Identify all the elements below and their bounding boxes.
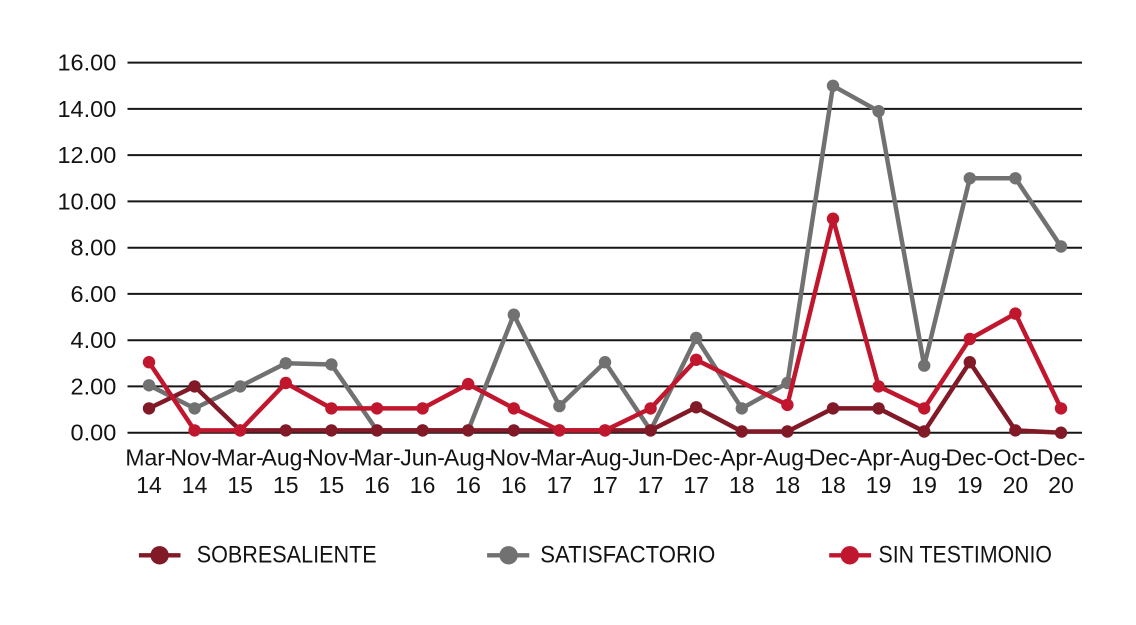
svg-text:20: 20 [1003,472,1029,498]
svg-text:15: 15 [227,472,253,498]
svg-text:18: 18 [729,472,755,498]
svg-text:Aug-: Aug- [763,445,812,471]
svg-text:16: 16 [364,472,390,498]
svg-text:Nov-: Nov- [307,445,356,471]
svg-text:16.00: 16.00 [57,50,116,76]
svg-text:Aug-: Aug- [900,445,949,471]
svg-text:Nov-: Nov- [490,445,539,471]
svg-text:19: 19 [866,472,892,498]
svg-text:Mar-: Mar- [125,445,172,471]
svg-text:Mar-: Mar- [217,445,264,471]
svg-text:SIN TESTIMONIO: SIN TESTIMONIO [879,543,1053,569]
svg-text:Dec-: Dec- [809,445,858,471]
svg-text:Mar-: Mar- [536,445,583,471]
svg-text:15: 15 [273,472,299,498]
svg-text:15: 15 [319,472,345,498]
svg-text:Apr-: Apr- [720,445,763,471]
svg-text:14: 14 [182,472,208,498]
svg-text:8.00: 8.00 [71,235,117,261]
svg-text:10.00: 10.00 [57,188,116,214]
svg-text:4.00: 4.00 [71,327,117,353]
svg-text:6.00: 6.00 [71,281,117,307]
svg-text:17: 17 [592,472,618,498]
svg-text:Aug-: Aug- [262,445,311,471]
svg-text:16: 16 [410,472,436,498]
svg-text:2.00: 2.00 [71,373,117,399]
svg-text:16: 16 [455,472,481,498]
svg-text:17: 17 [683,472,709,498]
svg-text:0.00: 0.00 [71,420,117,446]
svg-text:17: 17 [638,472,664,498]
svg-text:Oct-: Oct- [994,445,1037,471]
svg-text:Dec-: Dec- [1037,445,1086,471]
svg-text:19: 19 [911,472,937,498]
svg-text:16: 16 [501,472,527,498]
svg-text:Aug-: Aug- [444,445,493,471]
svg-text:12.00: 12.00 [57,142,116,168]
svg-text:Dec-: Dec- [672,445,721,471]
svg-text:18: 18 [820,472,846,498]
svg-text:17: 17 [547,472,573,498]
svg-text:Jun-: Jun- [628,445,673,471]
svg-text:Mar-: Mar- [353,445,400,471]
svg-text:18: 18 [775,472,801,498]
svg-text:19: 19 [957,472,983,498]
svg-text:20: 20 [1048,472,1074,498]
svg-text:SATISFACTORIO: SATISFACTORIO [540,543,715,569]
svg-text:14.00: 14.00 [57,96,116,122]
svg-text:Nov-: Nov- [170,445,219,471]
svg-text:SOBRESALIENTE: SOBRESALIENTE [197,543,377,569]
svg-text:14: 14 [136,472,162,498]
svg-text:Aug-: Aug- [581,445,630,471]
svg-text:Jun-: Jun- [400,445,445,471]
svg-text:Apr-: Apr- [857,445,900,471]
svg-text:Dec-: Dec- [946,445,995,471]
